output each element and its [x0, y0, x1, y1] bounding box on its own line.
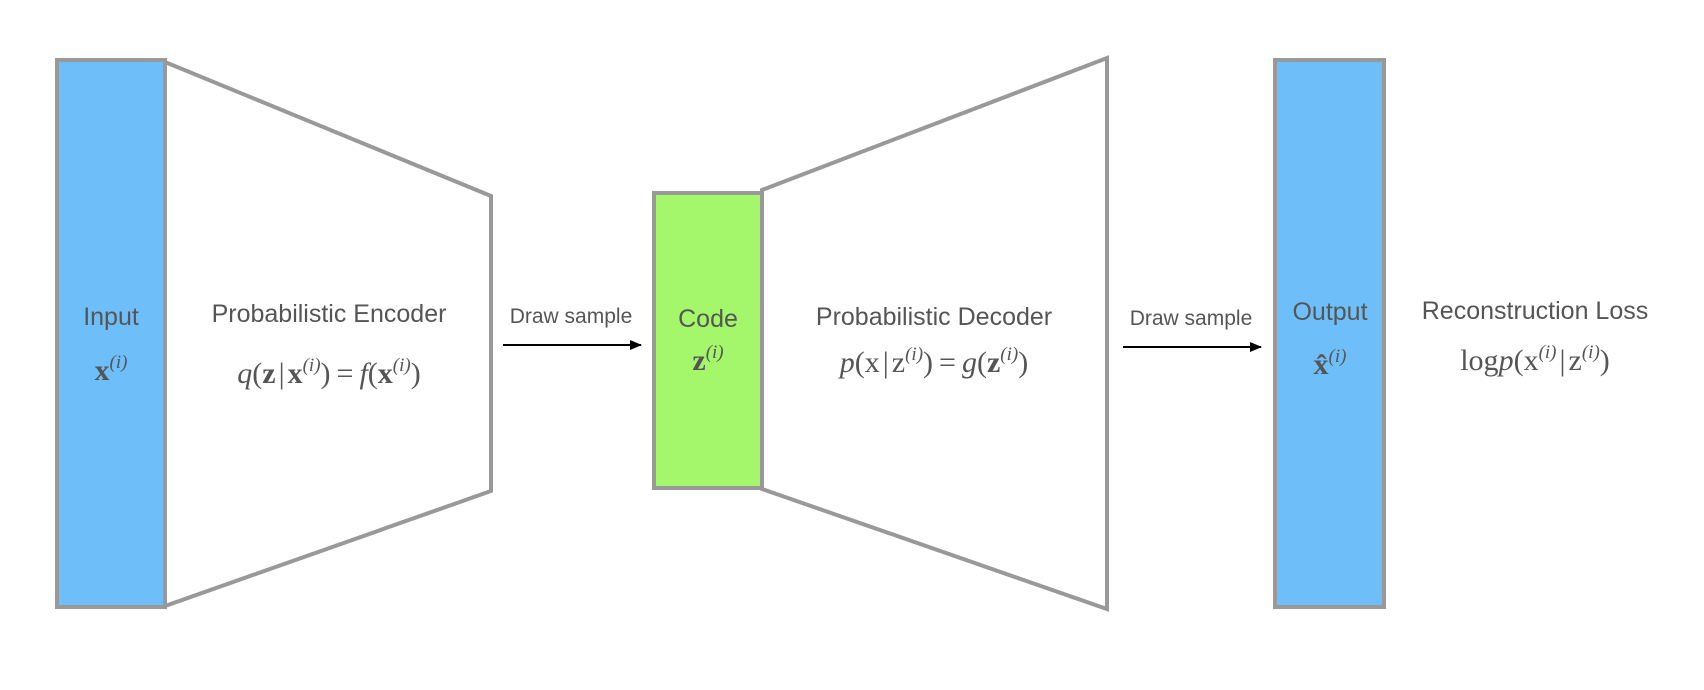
decoder-label: Probabilistic Decoder: [816, 303, 1052, 331]
input-superscript: (i): [110, 352, 128, 373]
arrow2-label: Draw sample: [1130, 307, 1253, 330]
input-symbol: x(i): [95, 352, 128, 387]
code-box: [652, 191, 764, 490]
decoder-formula: p(x | z(i)) = g(z(i)): [838, 344, 1028, 379]
input-x: x: [95, 354, 110, 387]
encoder-formula: q(z | x(i)) = f(x(i)): [237, 355, 420, 390]
output-symbol: x̂(i): [1314, 346, 1347, 381]
arrow1-label: Draw sample: [510, 305, 633, 328]
encoder-label: Probabilistic Encoder: [212, 300, 447, 328]
input-box: [55, 58, 167, 609]
loss-label: Reconstruction Loss: [1422, 297, 1649, 325]
input-label: Input: [83, 303, 139, 331]
code-label: Code: [678, 305, 738, 333]
output-label: Output: [1292, 298, 1367, 326]
loss-formula: logp(x(i) | z(i)): [1460, 342, 1610, 377]
output-box: [1273, 58, 1386, 609]
code-symbol: z(i): [692, 342, 723, 377]
decoder-trapezoid: [760, 55, 1109, 612]
encoder-trapezoid: [163, 59, 493, 609]
